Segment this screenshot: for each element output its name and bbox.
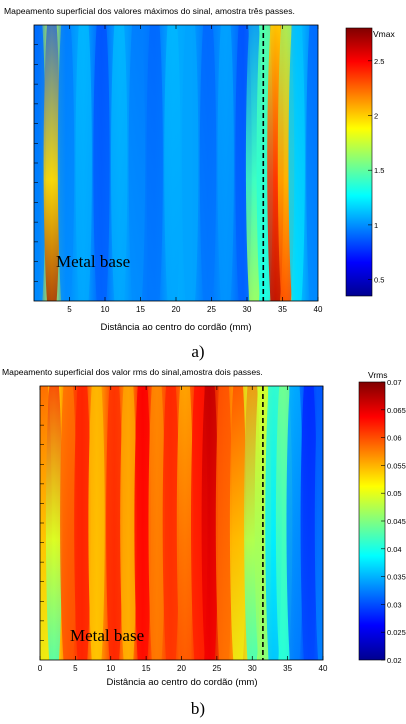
figure-caption: a): [191, 342, 204, 361]
colorbar-gradient: [358, 381, 386, 661]
heatmap-column: [146, 25, 163, 301]
heatmap-column: [217, 25, 234, 301]
colorbar-tick-label: 0.05: [387, 489, 402, 498]
heatmap-column: [229, 386, 247, 660]
heatmap-column: [215, 386, 233, 660]
x-tick-label: 30: [248, 664, 257, 673]
x-tick-label: 30: [243, 305, 252, 314]
heatmap-column: [162, 386, 180, 660]
heatmap-column: [120, 386, 137, 660]
colorbar: 0.5 1 1.5 2 2.5 Vmax: [345, 27, 395, 297]
x-tick-label: 40: [314, 305, 323, 314]
heatmap-column: [164, 25, 181, 301]
heatmap-column: [300, 386, 317, 660]
colorbar-tick-label: 0.07: [387, 378, 402, 387]
x-tick-label: 15: [142, 664, 151, 673]
x-axis-ticks: 0 5 10 15 20 25 30 35 40: [38, 386, 328, 673]
figure-panel-b: Mapeamento superficial dos valor rms do …: [0, 362, 406, 724]
colorbar-tick-label: 1: [374, 221, 378, 230]
heatmap-column: [60, 386, 77, 660]
colorbar-tick-label: 0.03: [387, 600, 402, 609]
heatmap-column: [314, 386, 323, 660]
colorbar-tick-label: 1.5: [374, 166, 384, 175]
x-tick-label: 25: [212, 664, 221, 673]
heatmap-column: [176, 386, 194, 660]
colorbar-tick-label: 0.04: [387, 545, 402, 554]
y-axis-ticks: [34, 44, 38, 282]
x-tick-label: 20: [172, 305, 181, 314]
heatmap-column: [182, 25, 199, 301]
colorbar-gradient: [345, 27, 373, 297]
annotation-label: Metal base: [70, 626, 144, 645]
heatmap-column: [88, 386, 105, 660]
x-tick-label: 20: [177, 664, 186, 673]
x-tick-label: 5: [67, 305, 72, 314]
heatmap-column: [45, 386, 63, 660]
heatmap-column: [148, 386, 165, 660]
heatmap-column: [43, 25, 60, 301]
colorbar-tick-label: 0.025: [387, 628, 406, 637]
colorbar-tick-label: 0.02: [387, 656, 402, 665]
colorbar-tick-label: 0.035: [387, 573, 406, 582]
heatmap-column: [34, 25, 46, 301]
colorbar: 0.07 0.065 0.06 0.055 0.05 0.045 0.04 0.035 0.03…: [358, 370, 406, 665]
annotation-label: Metal base: [56, 252, 130, 271]
x-tick-label: 5: [73, 664, 78, 673]
x-tick-label: 15: [136, 305, 145, 314]
heatmap-column: [106, 386, 123, 660]
colorbar-tick-label: 0.045: [387, 517, 406, 526]
heatmap-column: [134, 386, 151, 660]
heatmap-column: [199, 25, 217, 301]
heatmap-area: [40, 386, 323, 660]
colorbar-tick-label: 0.065: [387, 406, 406, 415]
heatmap-column: [111, 25, 128, 301]
x-axis-label: Distância ao centro do cordão (mm): [106, 677, 257, 688]
heatmap-column: [201, 386, 218, 660]
x-tick-label: 10: [106, 664, 115, 673]
x-tick-label: 0: [38, 664, 43, 673]
x-tick-label: 40: [319, 664, 328, 673]
x-tick-label: 10: [101, 305, 110, 314]
x-tick-label: 35: [283, 664, 292, 673]
heatmap-column: [75, 25, 92, 301]
colorbar-tick-label: 2: [374, 112, 378, 121]
colorbar-tick-label: 2.5: [374, 57, 384, 66]
colorbar-label: Vrms: [368, 370, 388, 380]
x-tick-label: 25: [207, 305, 216, 314]
chart-title: Mapeamento superficial dos valor rms do …: [2, 367, 263, 377]
colorbar-tick-label: 0.5: [374, 276, 384, 285]
heatmap-column: [306, 25, 318, 301]
figure-panel-a: Mapeamento superficial dos valores máxim…: [4, 6, 395, 361]
heatmap-column: [93, 25, 110, 301]
heatmap-column: [128, 25, 146, 301]
heatmap-column: [286, 386, 303, 660]
heatmap-column: [288, 25, 305, 301]
heatmap-column: [74, 386, 91, 660]
chart-title: Mapeamento superficial dos valores máxim…: [4, 6, 295, 16]
colorbar-tick-label: 0.055: [387, 461, 406, 470]
colorbar-label: Vmax: [373, 29, 395, 39]
heatmap-column: [57, 25, 75, 301]
colorbar-tick-label: 0.06: [387, 434, 402, 443]
y-axis-ticks: [40, 405, 44, 641]
x-axis-ticks: 5 10 15 20 25 30 35 40: [67, 25, 323, 314]
x-axis-label: Distância ao centro do cordão (mm): [100, 322, 251, 333]
heatmap-area: [34, 25, 318, 301]
figure-caption: b): [191, 699, 205, 718]
x-tick-label: 35: [278, 305, 287, 314]
